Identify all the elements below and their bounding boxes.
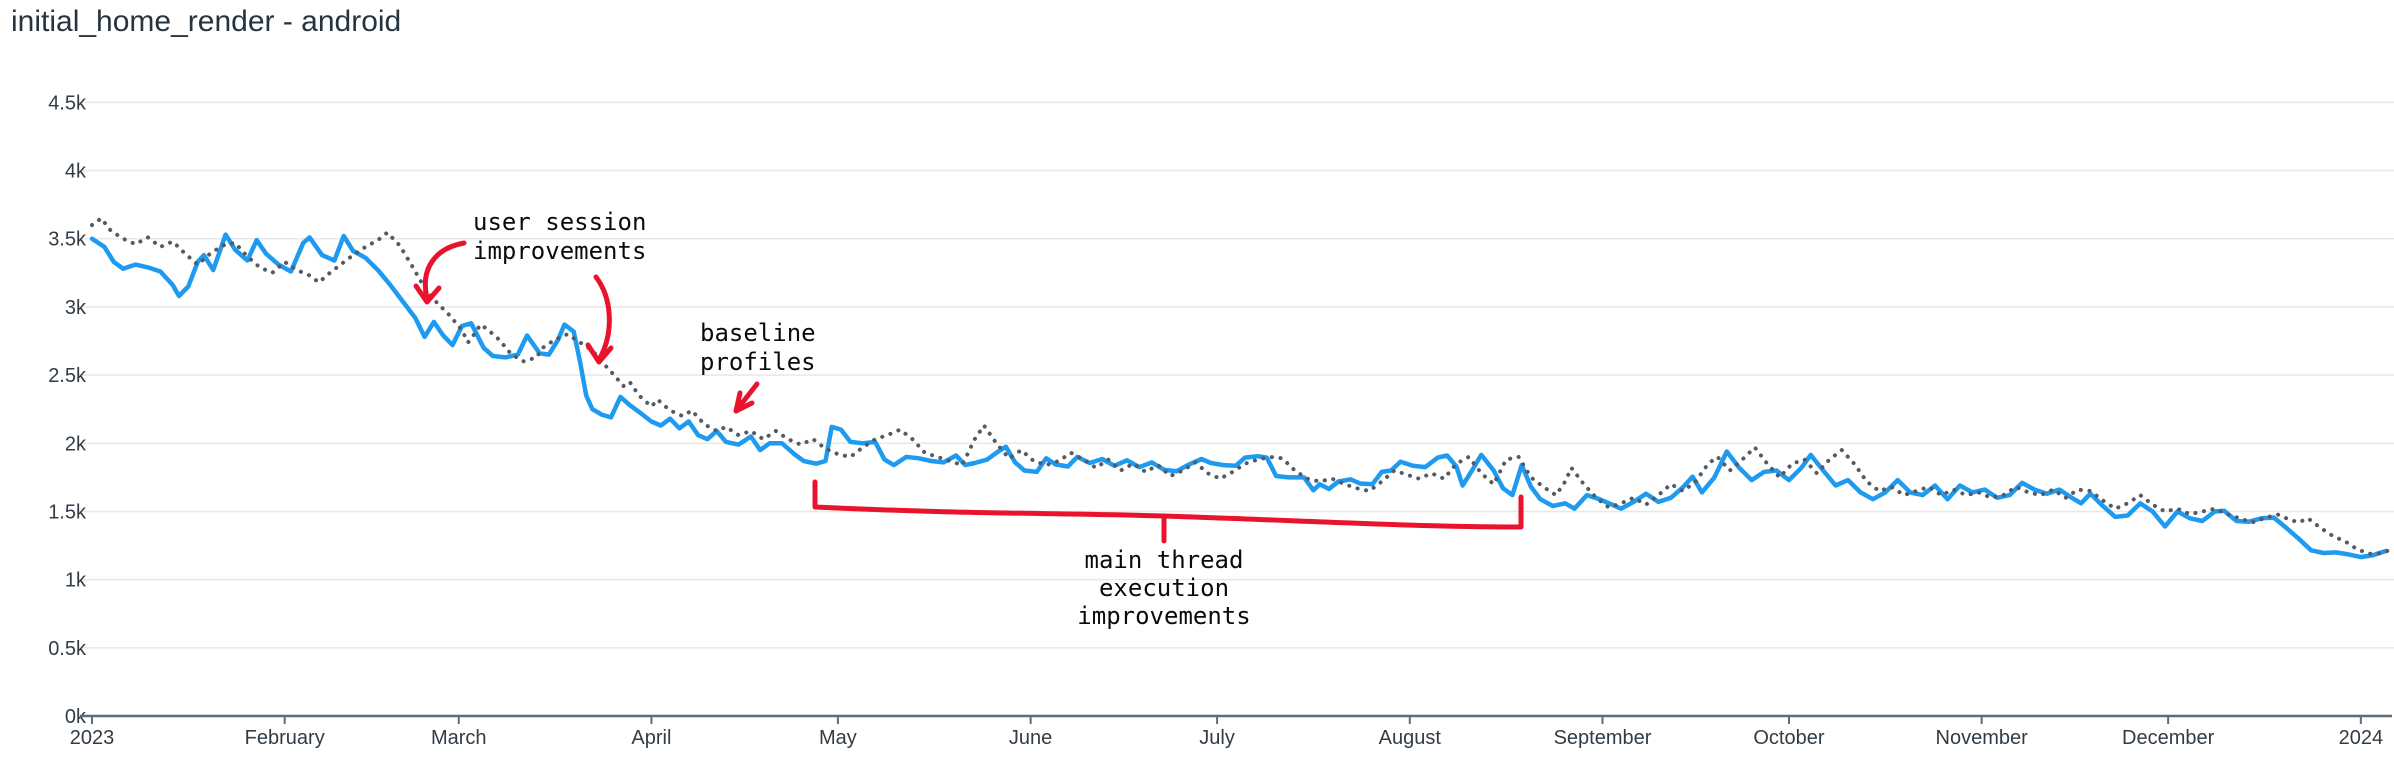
y-tick-label: 4k (65, 161, 87, 183)
annotation-text-line: user session (473, 208, 646, 236)
x-tick-label: December (2122, 727, 2215, 749)
x-tick-label: November (1936, 727, 2029, 749)
y-tick-label: 0.5k (48, 638, 87, 660)
annotation-text-line: baseline (700, 319, 816, 347)
x-tick-label: April (631, 727, 671, 749)
x-tick-label: June (1009, 727, 1052, 749)
x-tick-label: August (1379, 727, 1442, 749)
series-dotted_gray-line (90, 216, 2391, 556)
y-tick-label: 1.5k (48, 501, 87, 523)
y-gridlines (78, 101, 2394, 649)
y-tick-label: 4.5k (48, 92, 87, 114)
red-bracket (812, 479, 1524, 530)
y-axis-labels: 0k 0.5k 1k 1.5k 2k 2.5k 3k 3.5k 4k 4.5k (48, 92, 87, 728)
annotation-text-line: improvements (473, 237, 646, 265)
red-arrowhead-icon (733, 390, 755, 414)
annotation-text-line: main thread (1085, 546, 1244, 574)
x-tick-label: May (819, 727, 857, 749)
x-axis: 2023 February March April May June July August S… (70, 714, 2392, 749)
annotation-text-line: execution (1099, 574, 1229, 602)
x-tick-label: March (431, 727, 487, 749)
red-arrow (736, 381, 760, 410)
red-arrow (593, 274, 612, 361)
y-tick-label: 2.5k (48, 365, 87, 387)
x-tick-label: February (245, 727, 325, 749)
red-arrowhead-icon (585, 342, 614, 365)
red-arrowhead-icon (413, 283, 442, 305)
x-tick-label: 2023 (70, 727, 115, 749)
series-solid_blue-line (89, 232, 2388, 560)
y-tick-label: 3.5k (48, 229, 87, 251)
red-arrow (422, 240, 467, 301)
y-tick-label: 1k (65, 570, 87, 592)
chart-title: initial_home_render - android (11, 5, 402, 38)
y-tick-label: 3k (65, 297, 87, 319)
y-tick-label: 2k (65, 433, 87, 455)
annotation-text-line: profiles (700, 348, 816, 376)
x-tick-label: July (1199, 727, 1235, 749)
x-tick-label: 2024 (2339, 727, 2384, 749)
x-tick-label: September (1554, 727, 1652, 749)
annotation-text-line: improvements (1077, 602, 1250, 630)
y-tick-label: 0k (65, 706, 87, 728)
x-tick-label: October (1753, 727, 1824, 749)
